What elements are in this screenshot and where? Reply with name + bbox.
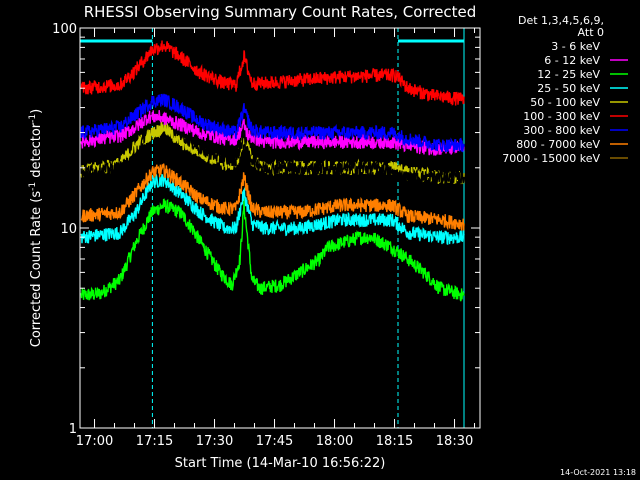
legend-label: 3 - 6 keV	[551, 40, 600, 53]
legend-label: 6 - 12 keV	[544, 54, 600, 67]
x-tick-label: 17:15	[136, 434, 173, 449]
x-axis-label: Start Time (14-Mar-10 16:56:22)	[175, 456, 386, 471]
series-line	[80, 163, 465, 231]
axis-layer: 1 10 100 17:00 17:15 17:30 17:45 18:00 18:15 18:3…	[52, 22, 480, 449]
legend-label: 7000 - 15000 keV	[502, 152, 600, 165]
y-axis-label: Corrected Count Rate (s-1 detector-1)	[28, 109, 44, 347]
plot-timestamp: 14-Oct-2021 13:18	[560, 468, 636, 477]
y-tick-label: 1	[69, 422, 77, 437]
y-tick-label: 10	[60, 222, 77, 237]
legend-label: 800 - 7000 keV	[516, 138, 600, 151]
series-line	[80, 93, 465, 153]
legend-label: 300 - 800 keV	[523, 124, 600, 137]
x-tick-label: 18:00	[316, 434, 353, 449]
legend-label: 100 - 300 keV	[523, 110, 600, 123]
x-tick-label: 17:45	[256, 434, 293, 449]
legend-label: 50 - 100 keV	[530, 96, 600, 109]
legend-label: 12 - 25 keV	[537, 68, 600, 81]
series-line	[80, 198, 465, 302]
x-tick-label: 17:00	[76, 434, 113, 449]
y-tick-label: 100	[52, 22, 77, 37]
legend-label: 25 - 50 keV	[537, 82, 600, 95]
series-line	[80, 103, 465, 186]
series-line	[80, 173, 465, 246]
chart-title: RHESSI Observing Summary Count Rates, Co…	[84, 3, 477, 21]
x-tick-label: 17:30	[196, 434, 233, 449]
legend-header: Det 1,3,4,5,6,9,	[518, 14, 604, 27]
series-layer	[80, 40, 465, 302]
legend-header: Att 0	[578, 26, 604, 39]
x-tick-label: 18:15	[376, 434, 413, 449]
series-line	[80, 110, 465, 156]
series-line	[80, 40, 465, 106]
x-tick-label: 18:30	[436, 434, 473, 449]
